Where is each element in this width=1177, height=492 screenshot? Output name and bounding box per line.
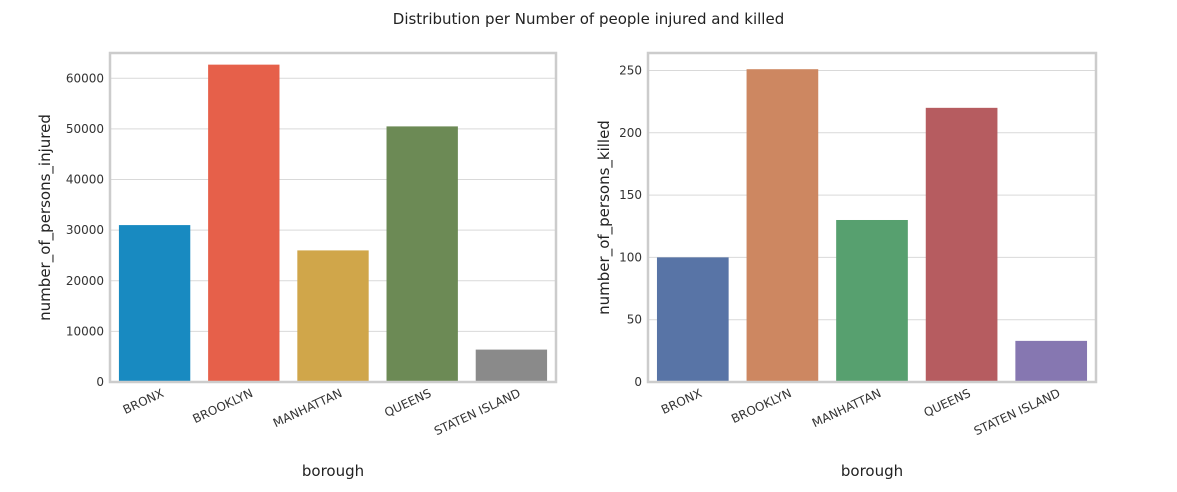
chart2-bar <box>1015 340 1088 382</box>
chart1-x-axis-label: borough <box>302 462 364 480</box>
chart2-x-tick-label: BROOKLYN <box>729 386 794 426</box>
chart1-y-tick-label: 20000 <box>66 274 104 288</box>
chart1-y-tick-label: 40000 <box>66 173 104 187</box>
chart1-x-tick-label: STATEN ISLAND <box>432 386 523 438</box>
chart2-x-tick-label: QUEENS <box>922 386 973 420</box>
chart1-y-tick-label: 30000 <box>66 223 104 237</box>
chart2-bar <box>746 69 819 383</box>
chart1-plot-frame <box>108 51 558 384</box>
chart2-x-tick-label: STATEN ISLAND <box>972 386 1063 438</box>
chart1-bar <box>475 349 548 382</box>
chart2-y-tick-label: 250 <box>619 63 642 77</box>
chart1-y-tick-label: 60000 <box>66 71 104 85</box>
chart1-x-tick-label: MANHATTAN <box>271 386 344 430</box>
chart2-y-axis-label: number_of_persons_killed <box>595 120 614 315</box>
chart2-x-axis-label: borough <box>841 462 903 480</box>
chart2-y-tick-label: 200 <box>619 126 642 140</box>
chart1-y-tick-label: 0 <box>96 375 104 389</box>
chart1-y-tick-label: 50000 <box>66 122 104 136</box>
chart2-y-tick-label: 100 <box>619 250 642 264</box>
chart2-y-tick-label: 150 <box>619 188 642 202</box>
chart1-bar <box>297 250 369 382</box>
chart1-bar <box>208 64 280 382</box>
chart2-x-tick-label: BRONX <box>659 386 704 417</box>
chart1-x-tick-label: BRONX <box>121 386 166 417</box>
chart1-y-axis-label: number_of_persons_injured <box>36 114 55 321</box>
chart2-bar <box>836 219 908 382</box>
chart2-bar <box>925 107 998 382</box>
chart1-x-tick-label: QUEENS <box>382 386 433 420</box>
chart1-bar <box>386 126 458 383</box>
chart2-x-tick-label: MANHATTAN <box>810 386 883 430</box>
chart1-bar <box>118 225 191 382</box>
chart2-y-tick-label: 50 <box>627 313 642 327</box>
chart2-plot-frame <box>646 51 1098 384</box>
chart2-bar <box>656 257 729 382</box>
figure-title: Distribution per Number of people injure… <box>392 10 785 28</box>
chart1-y-tick-label: 10000 <box>66 324 104 338</box>
chart2-y-tick-label: 0 <box>634 375 642 389</box>
chart1-x-tick-label: BROOKLYN <box>190 386 255 426</box>
